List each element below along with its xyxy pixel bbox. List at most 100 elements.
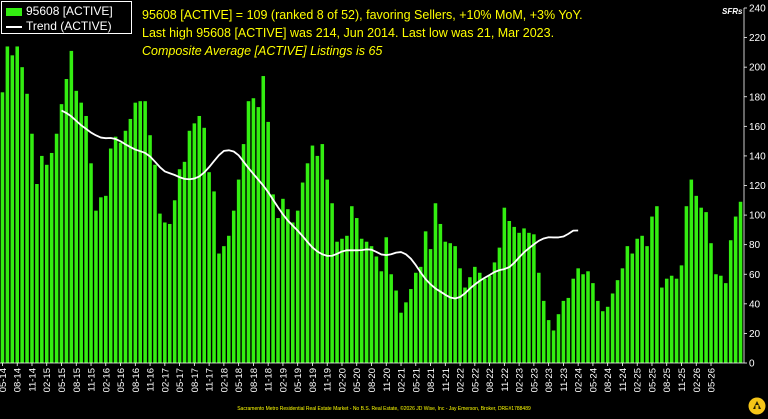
x-tick-label: 11-20 [382, 368, 393, 392]
x-tick-label: 02-22 [456, 368, 467, 392]
y-tick-label: 200 [749, 63, 766, 74]
bar [497, 247, 502, 364]
bar [615, 280, 620, 363]
x-tick-label: 05-21 [411, 368, 422, 392]
bar [251, 98, 256, 363]
bar [669, 275, 674, 363]
bar [261, 76, 266, 363]
x-tick-label: 05-24 [588, 368, 599, 392]
x-tick-label: 11-16 [146, 368, 157, 392]
annotation-high-low: Last high 95608 [ACTIVE] was 214, Jun 20… [142, 26, 555, 40]
y-tick-label: 160 [749, 122, 766, 133]
bar [128, 118, 133, 363]
x-tick-label: 02-16 [101, 368, 112, 392]
bar [399, 312, 403, 363]
bar [527, 232, 531, 363]
x-tick-label: 11-22 [500, 368, 511, 392]
bar [576, 268, 580, 363]
bar [158, 213, 162, 363]
bar [44, 164, 49, 363]
bar [108, 148, 113, 363]
x-tick-label: 02-19 [278, 368, 289, 392]
bar [59, 104, 64, 364]
bar [227, 235, 231, 363]
bar [54, 133, 59, 363]
x-tick-label: 02-15 [42, 368, 53, 392]
x-tick-label: 11-19 [323, 368, 334, 392]
x-tick-label: 08-19 [308, 368, 319, 392]
x-tick-label: 05-19 [293, 368, 304, 392]
bar [477, 272, 482, 363]
bar [286, 209, 290, 363]
bar [463, 287, 467, 363]
bar [733, 216, 738, 363]
bar [640, 235, 644, 363]
bar [148, 135, 152, 363]
bar [660, 287, 664, 363]
x-tick-label: 02-24 [574, 368, 585, 392]
bar [207, 172, 211, 363]
bar [551, 330, 556, 363]
bar [571, 278, 576, 363]
bar [212, 191, 216, 363]
bar [20, 67, 24, 364]
bar [25, 93, 29, 363]
bar [428, 249, 433, 363]
y-tick-label: 240 [749, 4, 766, 15]
bar [177, 169, 182, 363]
bar [517, 232, 521, 363]
bar [69, 50, 74, 364]
x-tick-label: 11-14 [27, 368, 38, 392]
x-tick-label: 11-24 [618, 368, 629, 392]
x-tick-label: 11-18 [264, 368, 275, 392]
bar [502, 207, 507, 363]
bar [340, 238, 344, 363]
bar [532, 234, 536, 363]
bar [374, 256, 379, 363]
bar [291, 222, 295, 363]
bar [448, 243, 452, 363]
bar [364, 241, 369, 363]
x-tick-label: 05-26 [707, 368, 718, 392]
bar [679, 265, 684, 364]
bar [453, 246, 457, 363]
bar [310, 145, 315, 363]
bar [674, 278, 679, 363]
legend-item-active: 95608 [ACTIVE] [6, 4, 113, 18]
x-tick-label: 08-24 [603, 368, 614, 392]
x-tick-label: 02-17 [160, 368, 171, 392]
bar [728, 240, 733, 363]
bar [423, 231, 428, 363]
y-tick-label: 0 [749, 359, 755, 370]
bar [507, 221, 512, 363]
y-axis: 0 20 40 60 80 100 120 140 160 180 200 220 240 [743, 4, 766, 370]
y-tick-label: 80 [749, 240, 761, 251]
x-tick-label: 08-17 [190, 368, 201, 392]
bar [350, 206, 354, 363]
bar [694, 195, 699, 363]
x-tick-label: 11-17 [205, 368, 216, 392]
x-tick-label: 11-15 [87, 368, 98, 392]
bar [153, 164, 157, 363]
bar [487, 275, 492, 363]
x-tick-label: 11-21 [441, 368, 452, 392]
brand-logo-icon [748, 397, 766, 415]
x-tick-label: 02-26 [692, 368, 703, 392]
y-tick-label: 180 [749, 92, 766, 103]
x-tick-label: 08-23 [544, 368, 555, 392]
y-tick-label: 40 [749, 299, 761, 310]
x-tick-label: 08-25 [662, 368, 673, 392]
x-tick-label: 02-18 [219, 368, 230, 392]
bar [384, 237, 389, 363]
bar [414, 272, 418, 363]
bar [404, 302, 408, 363]
y-tick-label: 120 [749, 181, 766, 192]
bar [541, 300, 546, 364]
x-tick-label: 05-25 [647, 368, 658, 392]
bar [330, 203, 334, 363]
bar [187, 130, 192, 363]
bar [605, 306, 610, 363]
legend-swatch-line [6, 25, 22, 28]
x-tick-label: 05-16 [116, 368, 127, 392]
